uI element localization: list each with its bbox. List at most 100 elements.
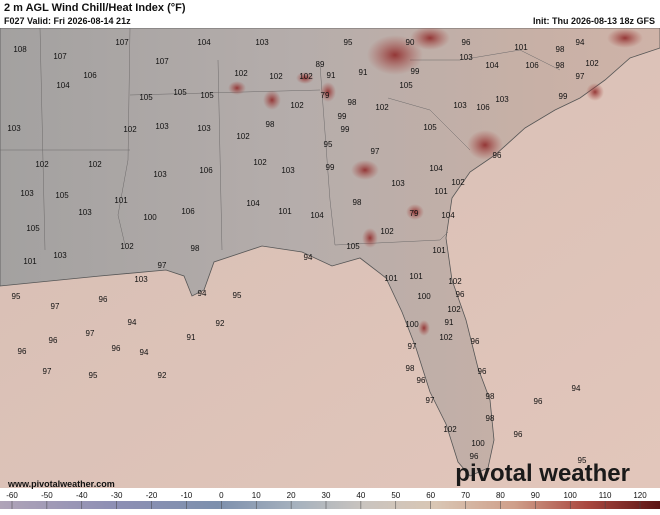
map-value: 95 — [12, 292, 21, 301]
map-value: 101 — [384, 274, 398, 283]
map-value: 98 — [348, 98, 357, 107]
map-value: 102 — [448, 277, 462, 286]
map-value: 97 — [426, 396, 435, 405]
map-value: 106 — [476, 103, 490, 112]
map-value: 97 — [51, 302, 60, 311]
map-value: 104 — [197, 38, 211, 47]
map-value: 98 — [556, 61, 565, 70]
map-value: 96 — [462, 38, 471, 47]
map-value: 99 — [326, 163, 335, 172]
colorbar-tick-label: -60 — [6, 491, 18, 500]
map-value: 101 — [114, 196, 128, 205]
map-value: 94 — [572, 384, 581, 393]
map-value: 108 — [13, 45, 27, 54]
map-value: 96 — [456, 290, 465, 299]
valid-time: F027 Valid: Fri 2026-08-14 21z — [4, 16, 131, 26]
map-value: 103 — [255, 38, 269, 47]
map-value: 89 — [316, 60, 325, 69]
map-value: 94 — [304, 253, 313, 262]
map-value: 105 — [173, 88, 187, 97]
map-value: 96 — [470, 452, 479, 461]
map-value: 94 — [140, 348, 149, 357]
map-value: 107 — [53, 52, 67, 61]
map-value: 97 — [371, 147, 380, 156]
website: www.pivotalweather.com — [7, 479, 115, 489]
map-value: 79 — [410, 209, 419, 218]
map-value: 101 — [432, 246, 446, 255]
colorbar-tick-label: 0 — [219, 491, 224, 500]
colorbar-tick-label: -10 — [181, 491, 193, 500]
colorbar-tick-label: -30 — [111, 491, 123, 500]
init-time: Init: Thu 2026-08-13 18z GFS — [533, 16, 655, 26]
map-value: 96 — [534, 397, 543, 406]
map-value: 105 — [423, 123, 437, 132]
map-value: 102 — [375, 103, 389, 112]
state-borders — [0, 27, 561, 251]
map-value: 91 — [327, 71, 336, 80]
map-value: 102 — [120, 242, 134, 251]
map-value: 94 — [198, 289, 207, 298]
map-labels: 107 108 107 107 104 103 95 90 96 101 98 94 106 104 105… — [7, 38, 599, 465]
map-value: 103 — [453, 101, 467, 110]
map-value: 95 — [578, 456, 587, 465]
colorbar-ticks: -60 -50 -40 -30 -20 -10 0 10 20 30 40 50 60 70 80 90 100… — [6, 491, 647, 509]
colorbar-tick-label: 30 — [322, 491, 331, 500]
map-value: 96 — [417, 376, 426, 385]
map-value: 104 — [429, 164, 443, 173]
map-value: 102 — [234, 69, 248, 78]
map-value: 104 — [485, 61, 499, 70]
map-value: 102 — [299, 72, 313, 81]
map-value: 102 — [253, 158, 267, 167]
map-value: 102 — [451, 178, 465, 187]
map-value: 96 — [471, 337, 480, 346]
map-value: 95 — [89, 371, 98, 380]
map-value: 103 — [134, 275, 148, 284]
hot-spots — [228, 26, 643, 336]
colorbar-tick-label: -40 — [76, 491, 88, 500]
map-value: 105 — [26, 224, 40, 233]
colorbar-tick-label: -20 — [146, 491, 158, 500]
map-value: 103 — [281, 166, 295, 175]
map-value: 95 — [233, 291, 242, 300]
colorbar-tick-label: 70 — [461, 491, 470, 500]
map-value: 97 — [43, 367, 52, 376]
map-value: 104 — [310, 211, 324, 220]
title: 2 m AGL Wind Chill/Heat Index (°F) — [4, 2, 186, 14]
map-value: 98 — [191, 244, 200, 253]
map-value: 102 — [380, 227, 394, 236]
map-value: 105 — [399, 81, 413, 90]
map-value: 103 — [197, 124, 211, 133]
map-value: 100 — [143, 213, 157, 222]
map-value: 98 — [486, 392, 495, 401]
map-value: 103 — [459, 53, 473, 62]
map-value: 101 — [514, 43, 528, 52]
map-value: 103 — [155, 122, 169, 131]
map-value: 105 — [55, 191, 69, 200]
map-value: 103 — [495, 95, 509, 104]
map-value: 91 — [187, 333, 196, 342]
map-value: 96 — [478, 367, 487, 376]
map-value: 103 — [20, 189, 34, 198]
map-value: 91 — [359, 68, 368, 77]
map-value: 97 — [408, 342, 417, 351]
colorbar-tick-label: 60 — [426, 491, 435, 500]
map-value: 97 — [86, 329, 95, 338]
colorbar-tick-label: 50 — [391, 491, 400, 500]
map-value: 97 — [158, 261, 167, 270]
colorbar-tick-label: 90 — [531, 491, 540, 500]
map-value: 99 — [411, 67, 420, 76]
map-value: 103 — [53, 251, 67, 260]
colorbar-tick-label: 80 — [496, 491, 505, 500]
map-value: 104 — [56, 81, 70, 90]
map-value: 97 — [576, 72, 585, 81]
map-value: 98 — [353, 198, 362, 207]
map-value: 106 — [199, 166, 213, 175]
map-value: 96 — [493, 151, 502, 160]
map-value: 106 — [181, 207, 195, 216]
map-value: 106 — [83, 71, 97, 80]
map-value: 102 — [443, 425, 457, 434]
colorbar-tick-label: 10 — [252, 491, 261, 500]
header-bg — [0, 0, 660, 28]
colorbar-tick-label: -50 — [41, 491, 53, 500]
